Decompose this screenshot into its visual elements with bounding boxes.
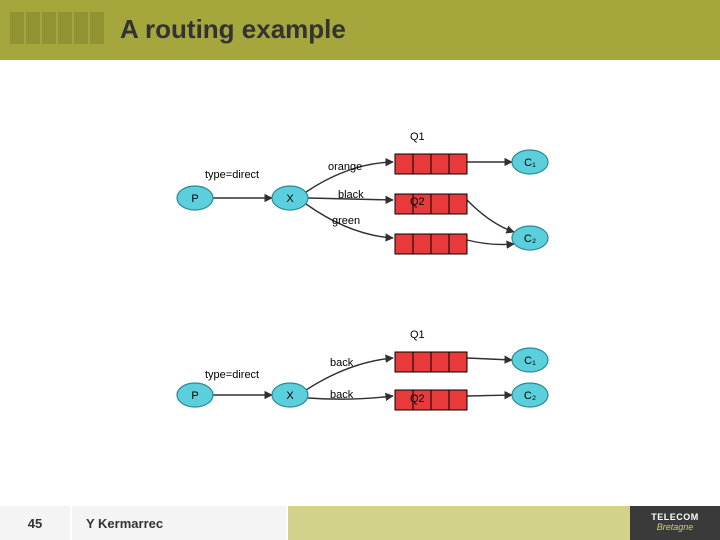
- svg-text:orange: orange: [328, 161, 362, 173]
- svg-text:type=direct: type=direct: [205, 169, 259, 181]
- svg-text:back: back: [330, 389, 354, 401]
- page-number: 45: [0, 506, 72, 540]
- svg-text:black: black: [338, 189, 364, 201]
- svg-text:C₁: C₁: [524, 355, 536, 367]
- slide-footer: 45 Y Kermarrec TELECOM Bretagne: [0, 506, 720, 540]
- slide-title: A routing example: [120, 14, 346, 45]
- header-decoration: [10, 12, 104, 44]
- svg-text:P: P: [191, 193, 198, 205]
- logo-line-2: Bretagne: [657, 523, 694, 533]
- svg-text:Q1: Q1: [410, 329, 425, 341]
- svg-text:X: X: [286, 193, 294, 205]
- svg-text:C₂: C₂: [524, 233, 536, 245]
- svg-text:Q1: Q1: [410, 131, 425, 143]
- svg-text:type=direct: type=direct: [205, 369, 259, 381]
- svg-text:P: P: [191, 390, 198, 402]
- routing-diagram: P X C₁ C₂ P X C₁ C₂ Q1 Q2 Q1 Q2 type=direct type=dire…: [0, 60, 720, 506]
- footer-spacer: [288, 506, 630, 540]
- svg-text:green: green: [332, 215, 360, 227]
- svg-text:C₁: C₁: [524, 157, 536, 169]
- telecom-logo: TELECOM Bretagne: [630, 506, 720, 540]
- svg-text:Q2: Q2: [410, 196, 425, 208]
- slide-header: A routing example: [0, 0, 720, 60]
- svg-text:back: back: [330, 357, 354, 369]
- svg-text:Q2: Q2: [410, 393, 425, 405]
- author-name: Y Kermarrec: [72, 506, 288, 540]
- svg-text:C₂: C₂: [524, 390, 536, 402]
- svg-text:X: X: [286, 390, 294, 402]
